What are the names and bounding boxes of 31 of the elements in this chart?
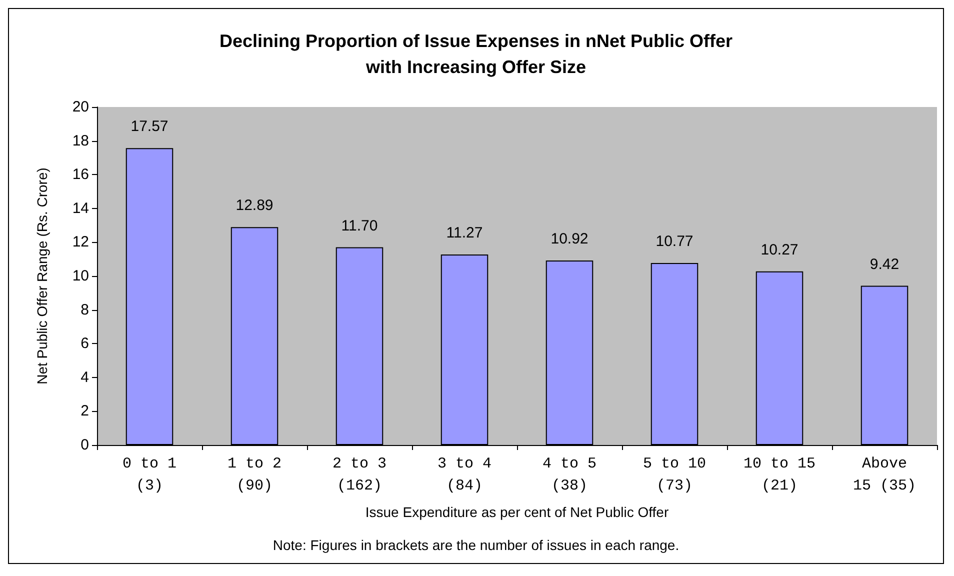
x-tick-label: Above 15 (35) xyxy=(852,456,916,494)
y-tick-label: 0 xyxy=(80,436,89,454)
data-label: 12.89 xyxy=(236,197,274,214)
data-label: 17.57 xyxy=(130,118,168,136)
data-label: 11.27 xyxy=(446,224,483,242)
y-tick-label: 16 xyxy=(72,166,89,184)
data-label: 10.77 xyxy=(656,232,694,250)
x-tick-label: 5 to 10 (73) xyxy=(642,456,706,494)
data-label: 10.27 xyxy=(760,241,798,258)
y-tick-label: 8 xyxy=(80,301,89,318)
data-label: 10.92 xyxy=(550,230,588,248)
x-tick-label: 10 to 15 (21) xyxy=(743,456,816,494)
y-tick-label: 20 xyxy=(72,98,89,116)
y-tick-label: 10 xyxy=(72,268,89,284)
data-label: 9.42 xyxy=(870,256,900,273)
data-label: 11.70 xyxy=(341,217,378,234)
chart-title: Declining Proportion of Issue Expenses in nNet Public Offer with Increasing Offer Size xyxy=(219,31,733,77)
x-tick-label: 0 to 1 (3) xyxy=(122,456,177,494)
x-tick-label: 1 to 2 (90) xyxy=(227,456,282,494)
text: Note: Figures in brackets are the number of issues in each range. xyxy=(272,537,680,553)
x-tick-label: 3 to 4 (84) xyxy=(437,456,492,494)
y-axis-title: Net Public Offer Range (Rs. Crore) xyxy=(34,168,50,384)
y-tick-label: 18 xyxy=(72,132,89,150)
x-tick-label: 2 to 3 (162) xyxy=(332,456,387,494)
y-tick-label: 14 xyxy=(72,200,89,217)
y-tick-label: 4 xyxy=(80,368,89,386)
y-tick-label: 12 xyxy=(72,234,89,251)
y-tick-label: 6 xyxy=(80,335,89,352)
x-axis-title: Issue Expenditure as per cent of Net Public Offer xyxy=(365,504,669,520)
y-tick-label: 2 xyxy=(80,402,89,420)
x-tick-label: 4 to 5 (38) xyxy=(542,456,597,494)
